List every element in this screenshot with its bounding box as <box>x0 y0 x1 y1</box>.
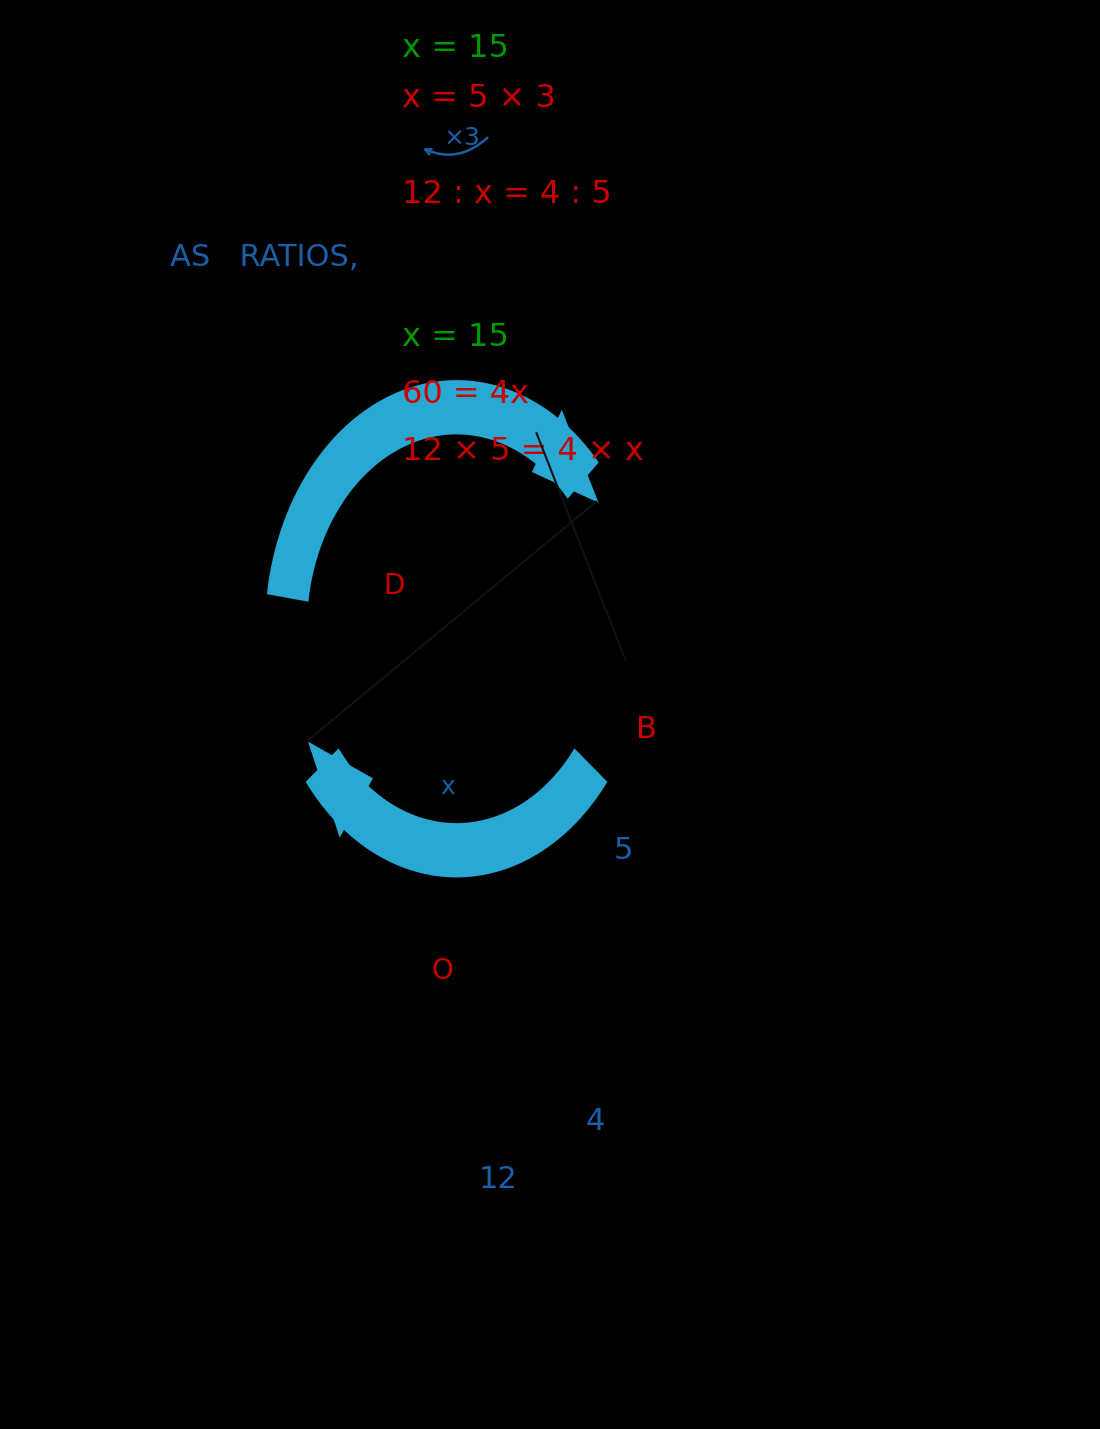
Text: x: x <box>440 775 454 799</box>
Text: x = 15: x = 15 <box>402 33 508 64</box>
Text: 4: 4 <box>585 1107 605 1136</box>
Text: 12: 12 <box>478 1165 517 1193</box>
Polygon shape <box>532 410 598 503</box>
Polygon shape <box>267 380 598 602</box>
Polygon shape <box>308 742 373 837</box>
Text: AS   RATIOS,: AS RATIOS, <box>170 243 359 272</box>
Text: 12 : x = 4 : 5: 12 : x = 4 : 5 <box>402 179 612 210</box>
Text: 5: 5 <box>614 836 634 865</box>
Text: x = 5 × 3: x = 5 × 3 <box>402 83 556 114</box>
Text: B: B <box>636 714 657 743</box>
Polygon shape <box>306 749 607 877</box>
Text: ×3: ×3 <box>443 126 481 150</box>
Text: D: D <box>383 572 404 600</box>
Text: x = 15: x = 15 <box>402 322 508 353</box>
Text: 60 = 4x: 60 = 4x <box>402 379 528 410</box>
Text: 12 × 5 = 4 × x: 12 × 5 = 4 × x <box>402 436 644 467</box>
Text: O: O <box>431 957 453 986</box>
